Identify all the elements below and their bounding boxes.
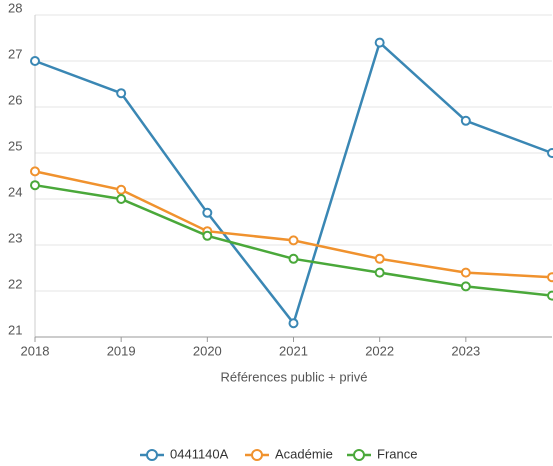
- data-point: [30, 56, 40, 66]
- x-tick-label: 2021: [279, 343, 308, 358]
- x-axis-label: Références public + privé: [220, 369, 367, 384]
- legend-item: 0441140A: [140, 446, 229, 461]
- x-tick-label: 2019: [107, 343, 136, 358]
- data-point: [460, 115, 471, 126]
- data-point: [116, 88, 127, 99]
- data-point: [288, 253, 299, 264]
- x-tick-label: 2018: [21, 343, 50, 358]
- data-point: [374, 253, 385, 264]
- data-point: [202, 230, 213, 241]
- y-tick-label: 22: [8, 276, 22, 291]
- legend-label: 0441140A: [170, 446, 229, 461]
- legend-item: France: [347, 446, 417, 461]
- x-tick-label: 2022: [365, 343, 394, 358]
- data-point: [30, 166, 40, 177]
- data-point: [116, 194, 127, 204]
- data-point: [374, 37, 385, 48]
- data-point: [547, 272, 553, 283]
- data-point: [460, 281, 471, 292]
- y-tick-label: 24: [8, 184, 22, 199]
- y-tick-label: 21: [8, 322, 22, 337]
- data-point: [30, 180, 40, 191]
- y-tick-label: 23: [8, 230, 22, 245]
- data-point: [460, 267, 471, 278]
- x-tick-label: 2023: [451, 343, 480, 358]
- series-line: [34, 40, 553, 326]
- y-tick-label: 27: [8, 46, 22, 61]
- y-tick-label: 25: [8, 138, 22, 153]
- data-point: [547, 148, 553, 158]
- legend-marker: [353, 449, 365, 461]
- legend-label: France: [377, 446, 417, 461]
- data-point: [547, 290, 553, 301]
- x-tick-label: 2020: [193, 343, 222, 358]
- y-tick-label: 28: [8, 0, 22, 15]
- data-point: [288, 318, 299, 329]
- data-point: [288, 235, 299, 246]
- legend-item: Académie: [245, 446, 333, 461]
- legend-marker: [146, 449, 158, 461]
- legend-marker: [251, 449, 263, 461]
- legend-label: Académie: [275, 446, 333, 461]
- data-point: [116, 184, 127, 195]
- data-point: [202, 207, 213, 218]
- data-point: [374, 267, 385, 278]
- y-tick-label: 26: [8, 92, 22, 107]
